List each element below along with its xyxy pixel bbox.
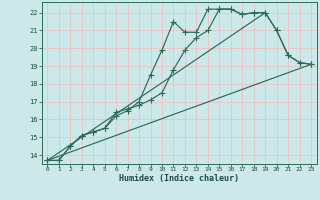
X-axis label: Humidex (Indice chaleur): Humidex (Indice chaleur) (119, 174, 239, 183)
